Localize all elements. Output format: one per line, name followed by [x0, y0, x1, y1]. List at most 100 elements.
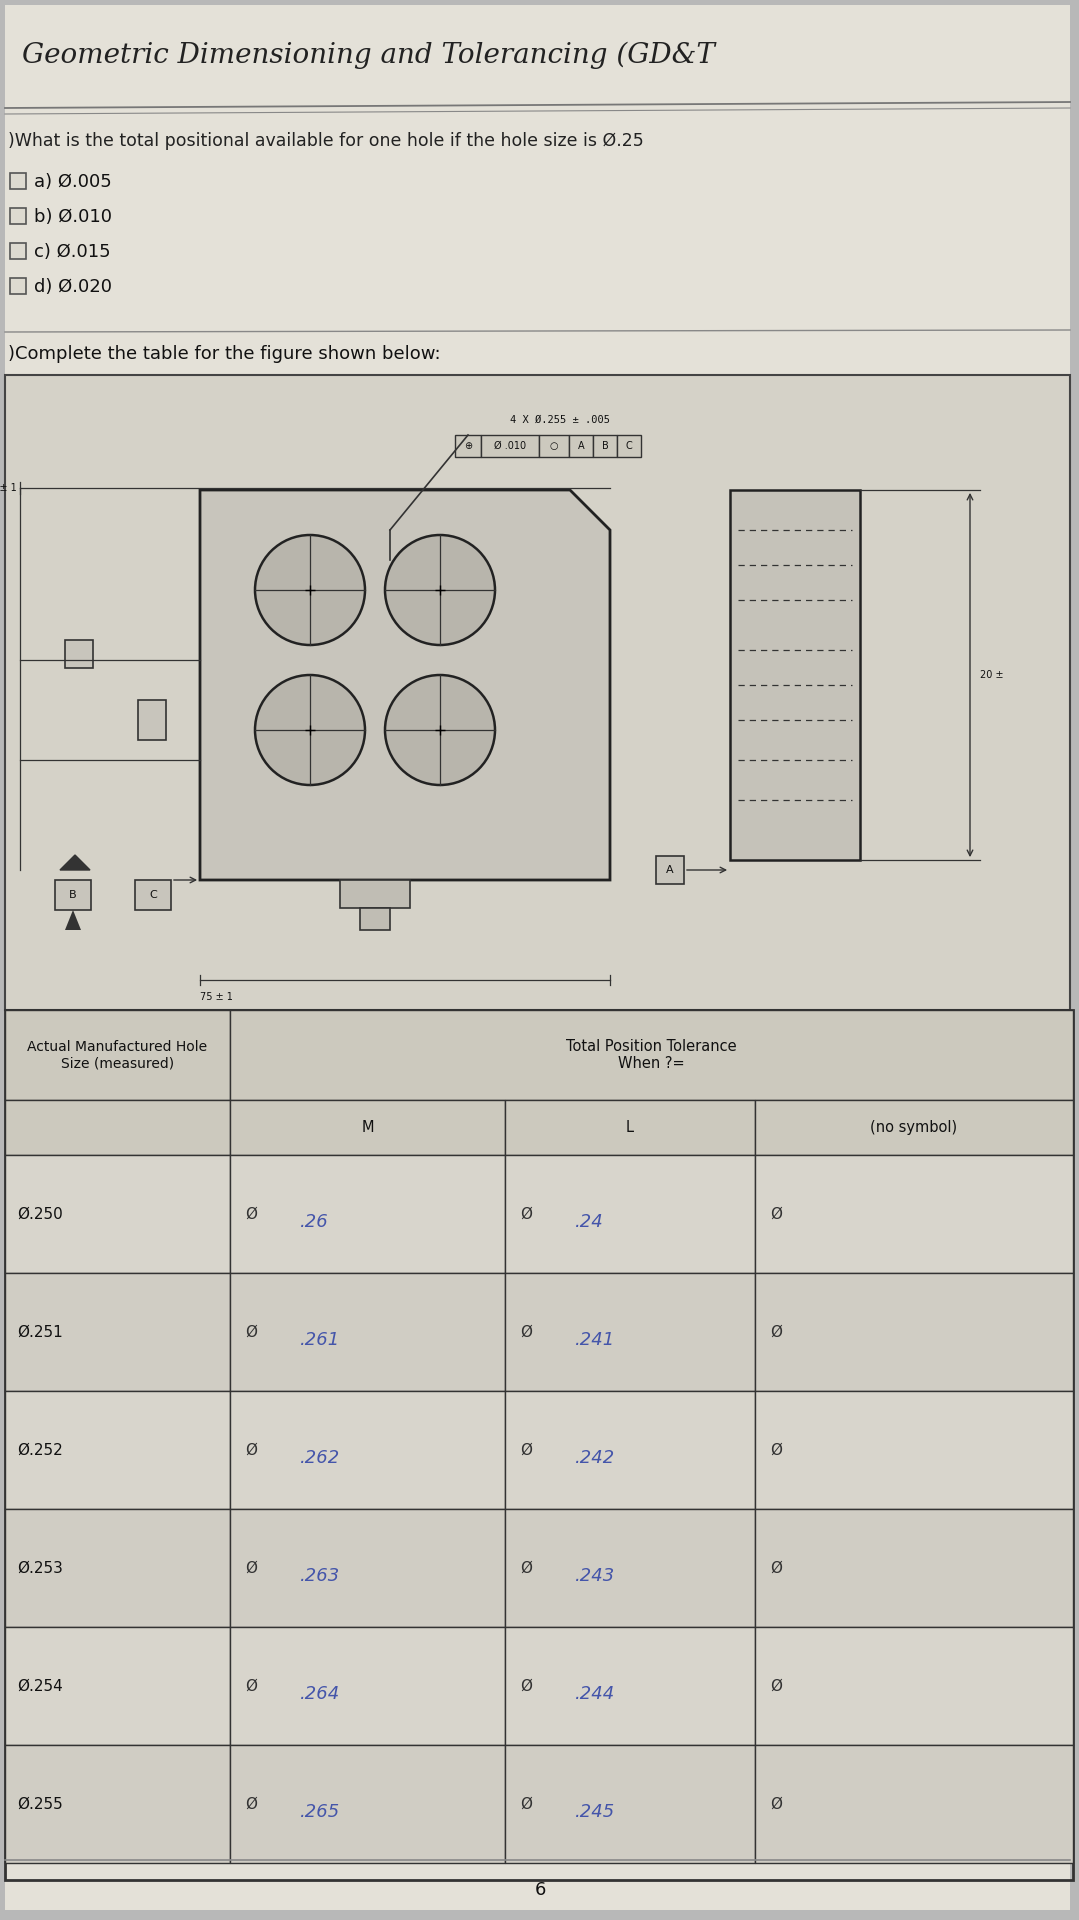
Bar [755, 1156, 1073, 1273]
Bar [505, 1626, 755, 1745]
Bar [135, 879, 170, 910]
Circle shape [255, 536, 365, 645]
Text: B: B [69, 891, 77, 900]
Bar [505, 1745, 755, 1862]
Bar [755, 1273, 1073, 1390]
Bar [455, 436, 481, 457]
Text: .26: .26 [300, 1213, 329, 1231]
Text: Ø: Ø [770, 1206, 782, 1221]
Bar [10, 244, 26, 259]
Bar [5, 1010, 1073, 1880]
Text: .262: .262 [300, 1450, 340, 1467]
Bar [755, 1390, 1073, 1509]
Bar [230, 1509, 505, 1626]
Bar [755, 1100, 1073, 1156]
Text: Ø.252: Ø.252 [17, 1442, 63, 1457]
Text: c) Ø.015: c) Ø.015 [35, 244, 111, 261]
Polygon shape [60, 854, 90, 870]
Text: Total Position Tolerance
When ?=: Total Position Tolerance When ?= [566, 1039, 737, 1071]
Text: 4 X Ø.255 ± .005: 4 X Ø.255 ± .005 [510, 415, 610, 424]
Text: Actual Manufactured Hole
Size (measured): Actual Manufactured Hole Size (measured) [27, 1041, 207, 1069]
Text: Ø.254: Ø.254 [17, 1678, 63, 1693]
Bar [755, 1745, 1073, 1862]
Bar [230, 1010, 1073, 1100]
Text: Ø: Ø [245, 1442, 257, 1457]
Text: Ø: Ø [245, 1797, 257, 1811]
Text: Ø: Ø [520, 1797, 532, 1811]
Bar [5, 374, 1070, 1010]
Text: A: A [577, 442, 585, 451]
Text: .243: .243 [575, 1567, 615, 1586]
Bar [730, 490, 860, 860]
Bar [230, 1390, 505, 1509]
Text: 6: 6 [534, 1882, 546, 1899]
Bar [5, 1745, 230, 1862]
Bar [230, 1100, 505, 1156]
Bar [569, 436, 593, 457]
Bar [481, 436, 540, 457]
Text: Ø: Ø [520, 1678, 532, 1693]
Bar [5, 1010, 230, 1100]
Bar [755, 1509, 1073, 1626]
Text: Ø.253: Ø.253 [17, 1561, 63, 1576]
Text: Ø: Ø [770, 1561, 782, 1576]
Text: a) Ø.005: a) Ø.005 [35, 173, 112, 190]
Bar [593, 436, 617, 457]
Text: Ø: Ø [520, 1325, 532, 1340]
Bar [230, 1745, 505, 1862]
Text: Ø: Ø [770, 1797, 782, 1811]
Bar [230, 1156, 505, 1273]
Bar [505, 1509, 755, 1626]
Text: 75 ± 1: 75 ± 1 [200, 993, 233, 1002]
Bar [617, 436, 641, 457]
Text: .264: .264 [300, 1686, 340, 1703]
Text: d) Ø.020: d) Ø.020 [35, 278, 112, 296]
Circle shape [385, 536, 495, 645]
Text: Ø: Ø [245, 1325, 257, 1340]
Text: Geometric Dimensioning and Tolerancing (GD&T: Geometric Dimensioning and Tolerancing (… [22, 42, 715, 69]
Text: .24: .24 [575, 1213, 604, 1231]
Text: Ø .010: Ø .010 [494, 442, 527, 451]
Text: ⊕: ⊕ [464, 442, 473, 451]
Bar [5, 1626, 230, 1745]
Bar [5, 1156, 230, 1273]
Text: (no symbol): (no symbol) [871, 1119, 957, 1135]
Text: C: C [626, 442, 632, 451]
Text: )Complete the table for the figure shown below:: )Complete the table for the figure shown… [8, 346, 440, 363]
Bar [10, 278, 26, 294]
Text: Ø: Ø [770, 1325, 782, 1340]
Bar [5, 1509, 230, 1626]
Text: L: L [626, 1119, 634, 1135]
Text: Ø: Ø [520, 1206, 532, 1221]
Text: Ø: Ø [245, 1206, 257, 1221]
Text: b) Ø.010: b) Ø.010 [35, 207, 112, 227]
Circle shape [385, 676, 495, 785]
Text: .242: .242 [575, 1450, 615, 1467]
Bar [138, 701, 166, 739]
Bar [230, 1626, 505, 1745]
Text: Ø: Ø [770, 1678, 782, 1693]
Text: C: C [149, 891, 156, 900]
Circle shape [255, 676, 365, 785]
Polygon shape [200, 490, 610, 879]
Text: M: M [361, 1119, 373, 1135]
Bar [5, 1273, 230, 1390]
Text: 50 ± 1: 50 ± 1 [0, 484, 17, 493]
Text: Ø: Ø [245, 1678, 257, 1693]
Bar [656, 856, 684, 883]
Text: B: B [602, 442, 609, 451]
Bar [10, 173, 26, 188]
Bar [340, 879, 410, 908]
Bar [505, 1156, 755, 1273]
Text: .245: .245 [575, 1803, 615, 1820]
Text: .263: .263 [300, 1567, 340, 1586]
Text: )What is the total positional available for one hole if the hole size is Ø.25: )What is the total positional available … [8, 132, 644, 150]
Text: Ø.250: Ø.250 [17, 1206, 63, 1221]
Text: .265: .265 [300, 1803, 340, 1820]
Text: 20 ±: 20 ± [980, 670, 1003, 680]
Bar [230, 1273, 505, 1390]
Text: .244: .244 [575, 1686, 615, 1703]
Polygon shape [65, 910, 81, 929]
Text: A: A [666, 866, 673, 876]
Text: Ø: Ø [520, 1442, 532, 1457]
